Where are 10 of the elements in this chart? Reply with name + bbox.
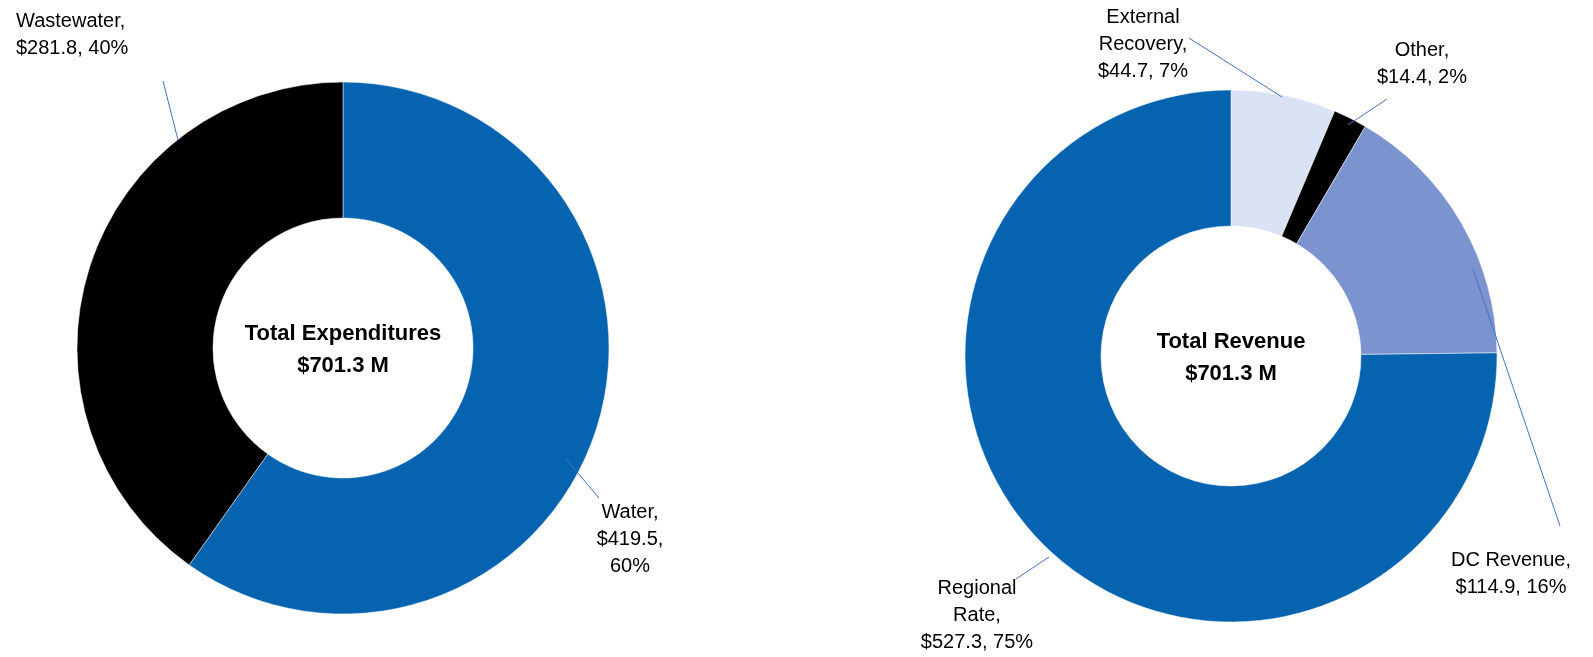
slice-label: External Recovery, $44.7, 7% xyxy=(1097,5,1189,82)
text: Total Revenue xyxy=(1156,328,1306,353)
slice-label: Other, $14.4, 2% xyxy=(1376,38,1468,88)
slice-label: Wastewater, $281.8, 40% xyxy=(16,9,129,59)
text: $701.3 M xyxy=(297,352,389,377)
slice-label: Regional Rate, $527.3, 75% xyxy=(920,576,1034,653)
text: Total Expenditures xyxy=(244,320,442,345)
text: $701.3 M xyxy=(1185,360,1277,385)
slice-label: Water, $419.5, 60% xyxy=(596,500,664,577)
slice-label: DC Revenue, $114.9, 16% xyxy=(1450,548,1572,598)
